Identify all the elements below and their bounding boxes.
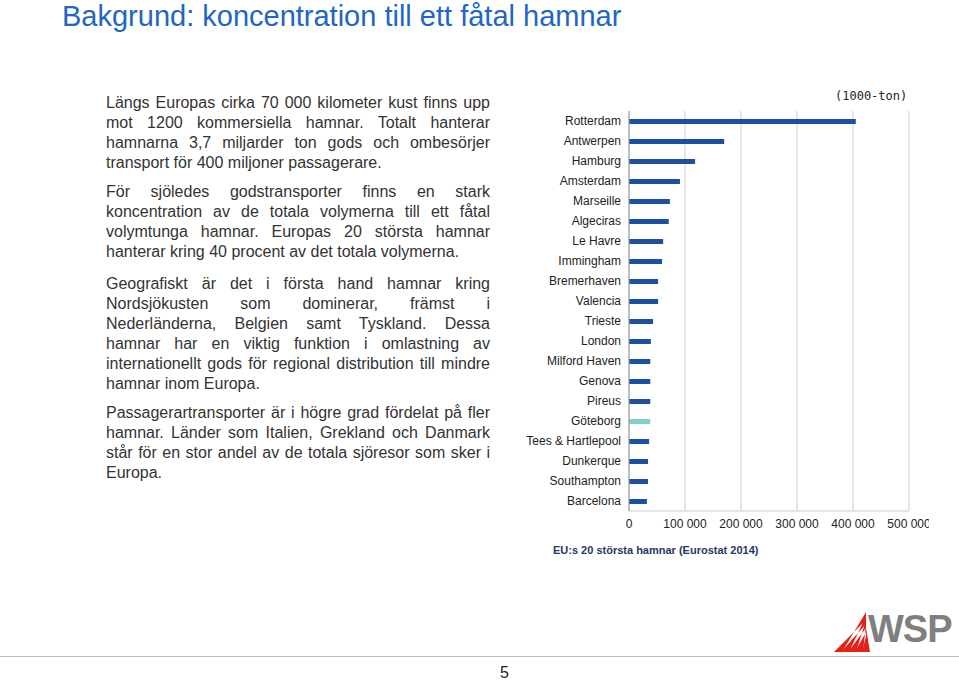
svg-text:Hamburg: Hamburg (572, 154, 621, 168)
html-text:5: 5 (500, 664, 509, 681)
html-text:Bakgrund: koncentration till e: Bakgrund: koncentration till ett fåtal h… (62, 0, 622, 32)
svg-text:0: 0 (626, 517, 633, 531)
svg-text:Genova: Genova (579, 374, 621, 388)
svg-text:Barcelona: Barcelona (567, 494, 621, 508)
svg-text:Bremerhaven: Bremerhaven (549, 274, 621, 288)
svg-text:Göteborg: Göteborg (571, 414, 621, 428)
html-text:För sjöledes godstransporter f: För sjöledes godstransporter finns en st… (106, 183, 490, 260)
svg-text:Dunkerque: Dunkerque (562, 454, 621, 468)
svg-text:Immingham: Immingham (558, 254, 621, 268)
svg-text:Pireus: Pireus (587, 394, 621, 408)
svg-text:200 000: 200 000 (719, 517, 763, 531)
svg-text:Trieste: Trieste (585, 314, 622, 328)
html-text:WSP: WSP (868, 608, 952, 650)
svg-text:Rotterdam: Rotterdam (565, 114, 621, 128)
svg-text:Valencia: Valencia (576, 294, 621, 308)
svg-text:Le Havre: Le Havre (572, 234, 621, 248)
html-text:Passagerartransporter är i hög: Passagerartransporter är i högre grad fö… (106, 404, 490, 481)
svg-text:Antwerpen: Antwerpen (564, 134, 621, 148)
svg-text:Amsterdam: Amsterdam (560, 174, 621, 188)
svg-text:300 000: 300 000 (775, 517, 819, 531)
svg-text:500 000: 500 000 (887, 517, 929, 531)
svg-text:Tees & Hartlepool: Tees & Hartlepool (526, 434, 621, 448)
html-text:Längs Europas cirka 70 000 kil: Längs Europas cirka 70 000 kilometer kus… (106, 94, 490, 171)
svg-text:Southampton: Southampton (550, 474, 621, 488)
svg-text:100 000: 100 000 (663, 517, 707, 531)
svg-text:Milford Haven: Milford Haven (547, 354, 621, 368)
html-text:EU:s 20 största hamnar (Eurost: EU:s 20 största hamnar (Eurostat 2014) (553, 544, 759, 556)
html-text:Geografiskt är det i första ha: Geografiskt är det i första hand hamnar … (106, 275, 490, 392)
svg-text:Algeciras: Algeciras (572, 214, 621, 228)
svg-text:London: London (581, 334, 621, 348)
svg-text:400 000: 400 000 (831, 517, 875, 531)
svg-text:Marseille: Marseille (573, 194, 621, 208)
html-text:(1000-ton): (1000-ton) (835, 89, 908, 103)
